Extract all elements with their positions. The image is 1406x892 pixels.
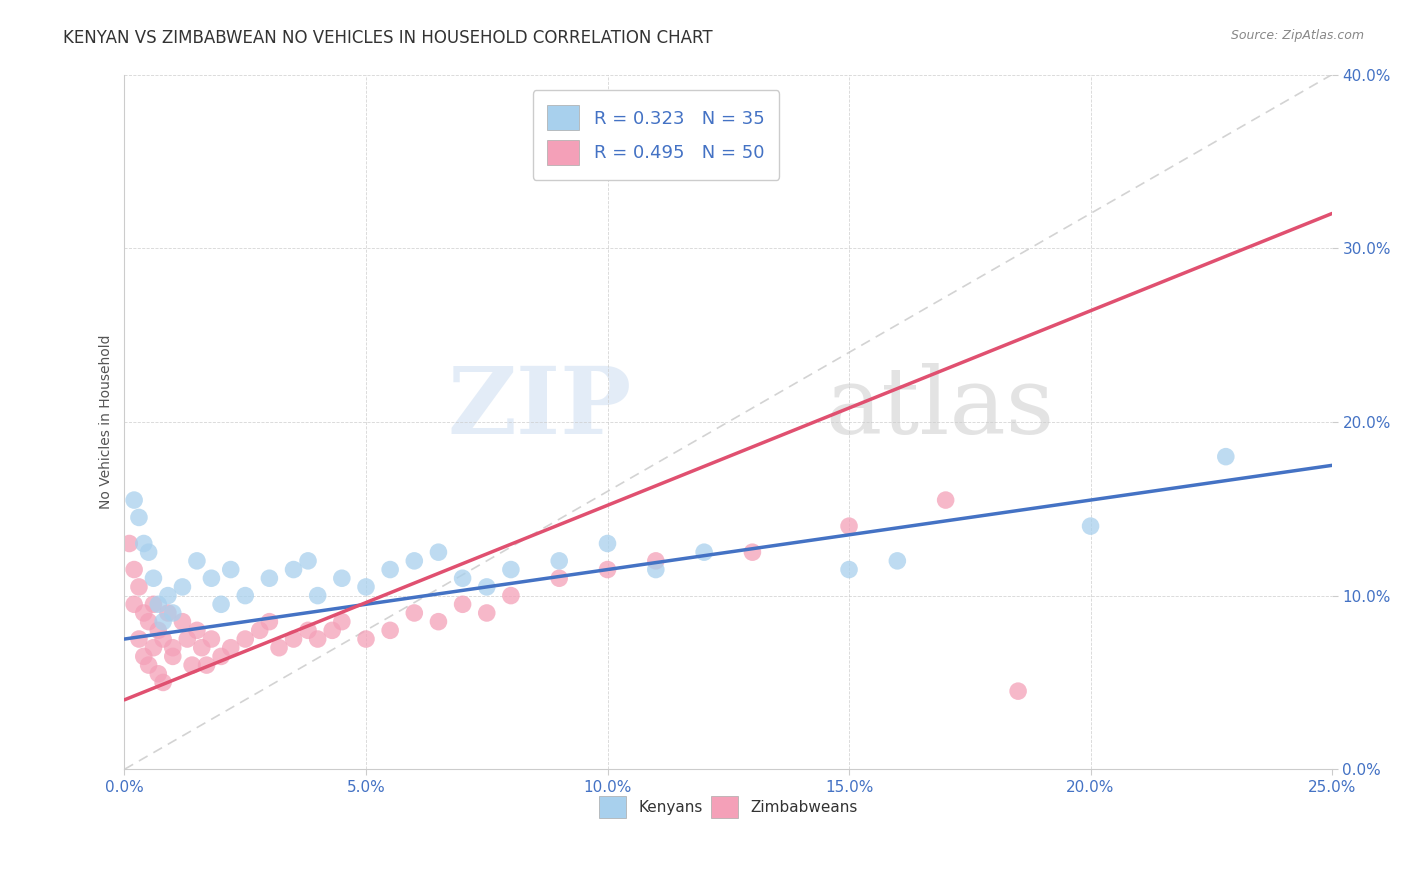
Point — [1007, 684, 1029, 698]
Point — [148, 597, 170, 611]
Point — [148, 666, 170, 681]
Point — [321, 624, 343, 638]
Point — [307, 632, 329, 646]
Legend: Kenyans, Zimbabweans: Kenyans, Zimbabweans — [593, 790, 863, 824]
Point — [122, 597, 145, 611]
Text: KENYAN VS ZIMBABWEAN NO VEHICLES IN HOUSEHOLD CORRELATION CHART: KENYAN VS ZIMBABWEAN NO VEHICLES IN HOUS… — [63, 29, 713, 46]
Point — [741, 545, 763, 559]
Point — [233, 589, 256, 603]
Point — [122, 493, 145, 508]
Point — [330, 615, 353, 629]
Point — [475, 606, 498, 620]
Point — [186, 624, 208, 638]
Point — [209, 597, 232, 611]
Point — [122, 563, 145, 577]
Point — [886, 554, 908, 568]
Point — [138, 545, 160, 559]
Point — [148, 624, 170, 638]
Text: atlas: atlas — [825, 363, 1054, 453]
Point — [378, 624, 401, 638]
Point — [297, 554, 319, 568]
Point — [475, 580, 498, 594]
Point — [156, 606, 179, 620]
Point — [132, 536, 155, 550]
Point — [190, 640, 212, 655]
Text: Source: ZipAtlas.com: Source: ZipAtlas.com — [1230, 29, 1364, 42]
Point — [283, 632, 305, 646]
Point — [267, 640, 290, 655]
Point — [152, 615, 174, 629]
Point — [233, 632, 256, 646]
Point — [176, 632, 198, 646]
Point — [249, 624, 271, 638]
Point — [297, 624, 319, 638]
Point — [128, 510, 150, 524]
Point — [404, 554, 426, 568]
Point — [283, 563, 305, 577]
Point — [219, 563, 242, 577]
Point — [142, 640, 165, 655]
Point — [172, 615, 194, 629]
Y-axis label: No Vehicles in Household: No Vehicles in Household — [100, 334, 114, 509]
Point — [838, 519, 860, 533]
Point — [156, 589, 179, 603]
Point — [596, 536, 619, 550]
Point — [693, 545, 716, 559]
Point — [138, 615, 160, 629]
Point — [195, 658, 218, 673]
Point — [219, 640, 242, 655]
Point — [404, 606, 426, 620]
Point — [838, 563, 860, 577]
Point — [142, 597, 165, 611]
Point — [1080, 519, 1102, 533]
Point — [644, 554, 666, 568]
Point — [548, 554, 571, 568]
Point — [354, 580, 377, 594]
Point — [354, 632, 377, 646]
Point — [427, 545, 450, 559]
Point — [132, 606, 155, 620]
Point — [259, 571, 281, 585]
Point — [451, 597, 474, 611]
Point — [172, 580, 194, 594]
Point — [1215, 450, 1237, 464]
Point — [162, 649, 184, 664]
Text: ZIP: ZIP — [447, 363, 631, 453]
Point — [200, 571, 222, 585]
Point — [118, 536, 141, 550]
Point — [181, 658, 204, 673]
Point — [499, 589, 522, 603]
Point — [162, 606, 184, 620]
Point — [596, 563, 619, 577]
Point — [186, 554, 208, 568]
Point — [142, 571, 165, 585]
Point — [162, 640, 184, 655]
Point — [152, 632, 174, 646]
Point — [259, 615, 281, 629]
Point — [378, 563, 401, 577]
Point — [128, 632, 150, 646]
Point — [132, 649, 155, 664]
Point — [644, 563, 666, 577]
Point — [427, 615, 450, 629]
Point — [330, 571, 353, 585]
Point — [200, 632, 222, 646]
Point — [935, 493, 957, 508]
Point — [451, 571, 474, 585]
Point — [307, 589, 329, 603]
Point — [152, 675, 174, 690]
Point — [499, 563, 522, 577]
Point — [138, 658, 160, 673]
Point — [209, 649, 232, 664]
Point — [548, 571, 571, 585]
Point — [128, 580, 150, 594]
